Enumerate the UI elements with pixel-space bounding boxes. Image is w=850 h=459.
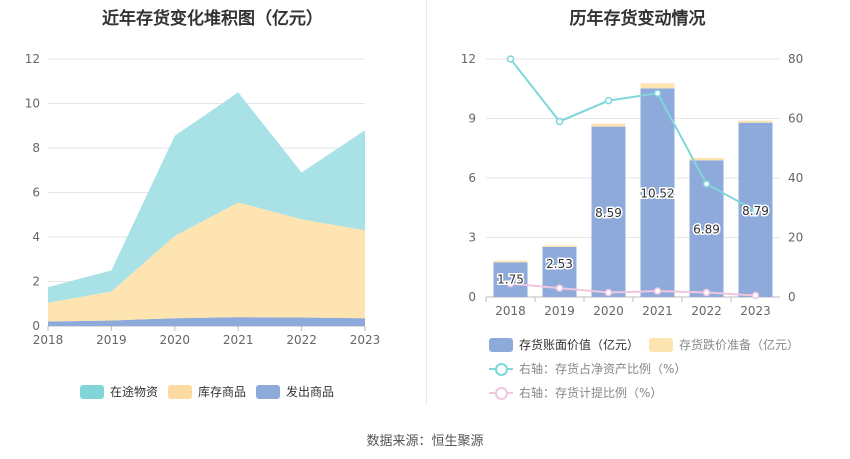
line-point: [751, 206, 760, 215]
bar-impairment: [689, 157, 724, 161]
y-right-tick-label: 20: [788, 231, 803, 245]
legend-item-provision-ratio[interactable]: 右轴：存货计提比例（%）: [489, 384, 662, 401]
legend-label: 右轴：存货占净资产比例（%）: [519, 362, 687, 376]
y-right-tick-label: 80: [788, 52, 803, 66]
line-point: [555, 117, 564, 126]
legend-item-fachu[interactable]: 发出商品: [256, 383, 334, 400]
line-point: [506, 55, 515, 63]
y-right-tick-label: 40: [788, 171, 803, 185]
legend-swatch: [80, 384, 104, 399]
y-tick-label: 4: [32, 230, 40, 244]
bar-book-value: [493, 262, 528, 297]
line-provision-ratio: [510, 282, 756, 297]
legend-label: 发出商品: [286, 385, 335, 399]
bar-value-label: 8.59: [595, 206, 622, 220]
legend-label: 存货账面价值（亿元）: [519, 338, 640, 352]
x-tick-label: 2018: [33, 333, 64, 347]
bar-book-value: [640, 88, 675, 297]
legend-item-book-value[interactable]: 存货账面价值（亿元）: [489, 336, 639, 353]
y-tick-label: 0: [32, 319, 40, 333]
legend-label: 右轴：存货计提比例（%）: [519, 386, 663, 400]
legend-item-net-asset-ratio[interactable]: 右轴：存货占净资产比例（%）: [489, 360, 686, 377]
bar-impairment: [738, 120, 773, 123]
y-left-tick-label: 6: [468, 171, 476, 185]
y-tick-label: 12: [25, 52, 40, 66]
bar-book-value: [591, 126, 626, 297]
bar-impairment: [640, 83, 675, 89]
y-right-tick-label: 0: [788, 290, 796, 304]
y-tick-label: 2: [32, 275, 40, 289]
x-tick-label: 2019: [544, 304, 575, 318]
line-point: [604, 96, 613, 105]
area-series-1: [48, 202, 365, 322]
area-series-0: [48, 317, 365, 326]
right-chart-title: 历年存货变动情况: [569, 9, 706, 29]
bar-impairment: [542, 245, 577, 247]
legend-item-impairment[interactable]: 存货跌价准备（亿元）: [649, 336, 799, 353]
line-point: [702, 180, 711, 188]
y-tick-label: 8: [32, 141, 40, 155]
bar-value-label: 2.53: [546, 257, 573, 271]
line-point: [653, 89, 662, 97]
legend-swatch: [168, 384, 192, 399]
legend-swatch: [649, 337, 673, 352]
x-tick-label: 2021: [642, 304, 673, 318]
y-left-tick-label: 9: [468, 112, 476, 126]
line-point: [751, 291, 760, 300]
legend-item-zaitu[interactable]: 在途物资: [80, 383, 158, 400]
x-tick-label: 2023: [350, 333, 381, 347]
legend-line-key: [489, 386, 513, 400]
y-tick-label: 6: [32, 186, 40, 200]
area-series-2: [48, 92, 365, 303]
x-tick-label: 2022: [691, 304, 722, 318]
x-tick-label: 2020: [593, 304, 624, 318]
line-point: [506, 279, 515, 288]
bar-value-label: 8.79: [742, 204, 769, 218]
legend-swatch: [489, 337, 513, 352]
y-right-tick-label: 60: [788, 112, 803, 126]
x-tick-label: 2022: [286, 333, 317, 347]
y-left-tick-label: 3: [468, 231, 476, 245]
bar-value-label: 6.89: [693, 223, 720, 237]
bar-impairment: [591, 123, 626, 127]
x-tick-label: 2023: [740, 304, 771, 318]
legend-label: 在途物资: [110, 385, 159, 399]
line-point: [555, 284, 564, 292]
legend-line-key: [489, 362, 513, 376]
source-note: 数据来源：恒生聚源: [366, 434, 484, 449]
bar-impairment: [493, 260, 528, 263]
x-tick-label: 2020: [160, 333, 191, 347]
line-point: [653, 287, 662, 295]
y-left-tick-label: 0: [468, 290, 476, 304]
x-tick-label: 2019: [96, 333, 127, 347]
x-tick-label: 2018: [495, 304, 526, 318]
y-tick-label: 10: [25, 97, 40, 111]
line-net-asset-ratio: [509, 58, 756, 212]
y-left-tick-label: 12: [461, 52, 476, 66]
legend-label: 存货跌价准备（亿元）: [679, 338, 800, 352]
line-point: [604, 288, 613, 297]
legend-swatch: [256, 384, 280, 399]
line-point: [702, 288, 711, 297]
left-chart-title: 近年存货变化堆积图（亿元）: [102, 9, 323, 29]
panel-divider: [426, 0, 427, 405]
bar-value-label: 10.52: [640, 187, 674, 201]
x-tick-label: 2021: [223, 333, 254, 347]
legend-item-kucun[interactable]: 库存商品: [168, 383, 246, 400]
bar-value-label: 1.75: [497, 272, 524, 286]
legend-label: 库存商品: [198, 385, 247, 399]
